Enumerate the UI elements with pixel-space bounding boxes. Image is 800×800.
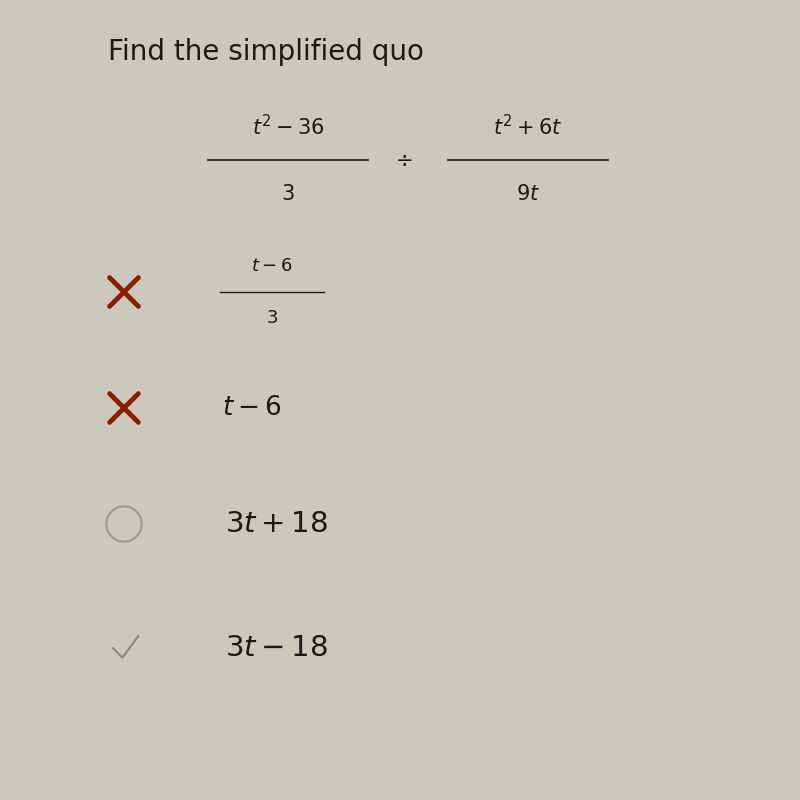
Text: $3t+18$: $3t+18$ [225,510,327,538]
Text: $3$: $3$ [281,184,295,204]
Text: $t-6$: $t-6$ [251,257,293,274]
Text: $9t$: $9t$ [516,184,540,204]
Text: $t^2-36$: $t^2-36$ [252,114,324,139]
Text: $t^2+6t$: $t^2+6t$ [494,114,562,139]
Text: $3$: $3$ [266,310,278,327]
Text: $3t-18$: $3t-18$ [225,634,327,662]
Text: Find the simplified quo: Find the simplified quo [108,38,424,66]
Text: $t-6$: $t-6$ [222,395,282,421]
Text: $\div$: $\div$ [395,150,413,170]
